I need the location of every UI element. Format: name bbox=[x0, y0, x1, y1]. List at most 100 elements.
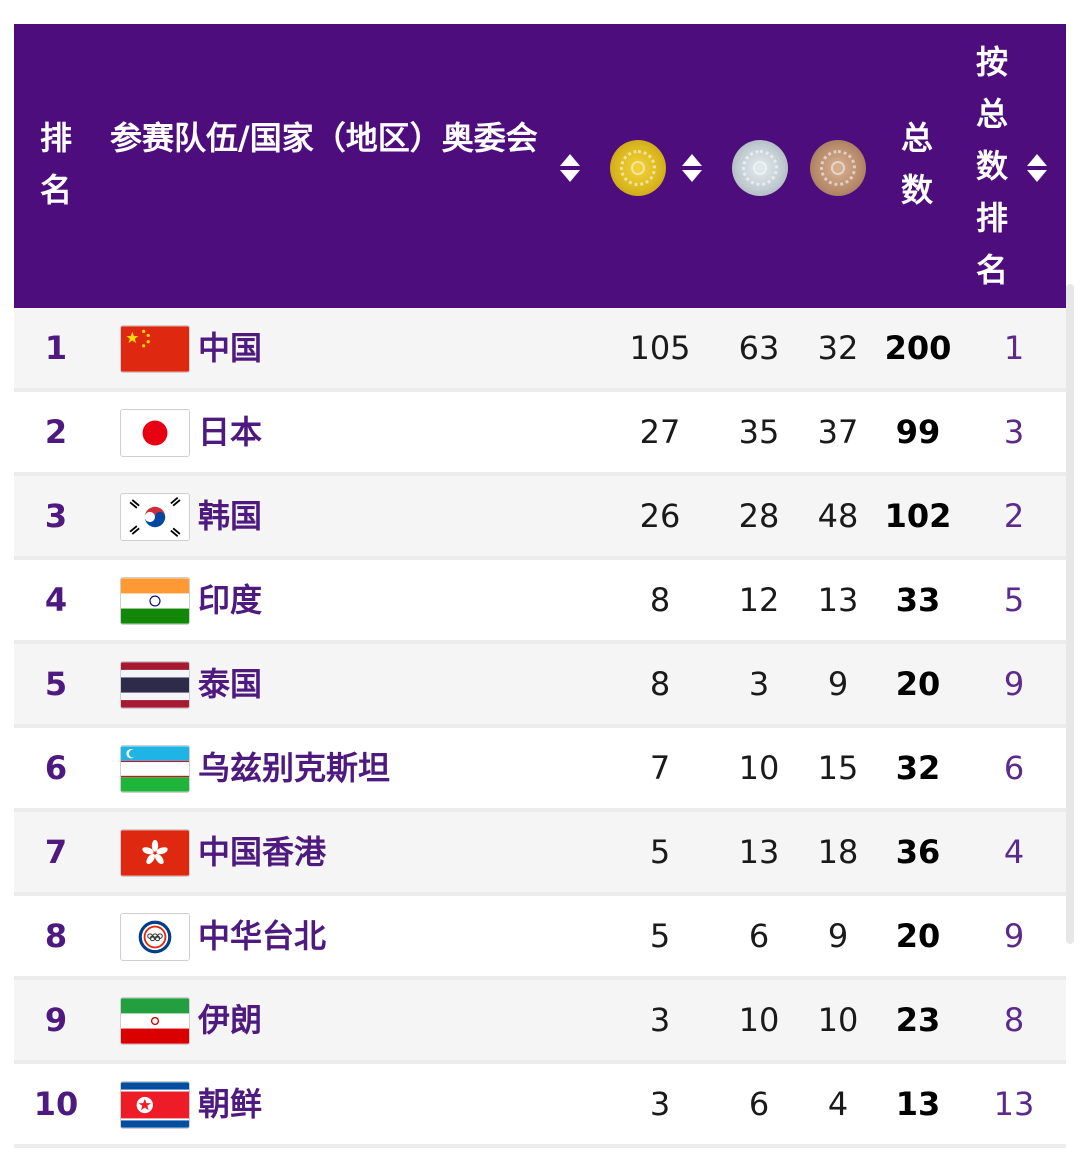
silver-count: 6 bbox=[748, 917, 770, 955]
bronze-count: 9 bbox=[827, 917, 849, 955]
gold-count: 5 bbox=[649, 917, 671, 955]
gold-count: 3 bbox=[649, 1085, 671, 1123]
scrollbar[interactable] bbox=[1066, 284, 1074, 944]
bronze-count: 15 bbox=[817, 749, 859, 787]
bronze-count: 48 bbox=[817, 497, 859, 535]
iran-flag-icon bbox=[120, 997, 190, 1045]
total-count: 13 bbox=[895, 1085, 941, 1123]
rank-cell: 2 bbox=[44, 413, 68, 451]
total-count: 23 bbox=[895, 1001, 941, 1039]
bronze-count: 18 bbox=[817, 833, 859, 871]
rank-by-total: 8 bbox=[1003, 1001, 1025, 1039]
table-row: 1 中国 105 63 32 200 1 bbox=[14, 308, 1066, 392]
bronze-count: 9 bbox=[827, 665, 849, 703]
rank-by-total: 9 bbox=[1003, 917, 1025, 955]
header-team: 参赛队伍/国家（地区）奥委会 bbox=[110, 119, 538, 157]
bronze-count: 4 bbox=[827, 1085, 849, 1123]
total-count: 32 bbox=[895, 749, 941, 787]
silver-count: 3 bbox=[748, 665, 770, 703]
team-name-link[interactable]: 中华台北 bbox=[198, 917, 327, 955]
silver-count: 6 bbox=[748, 1085, 770, 1123]
table-row: 3 韩国 26 28 48 102 2 bbox=[14, 476, 1066, 560]
india-flag-icon bbox=[120, 577, 190, 625]
gold-count: 8 bbox=[649, 581, 671, 619]
team-name-link[interactable]: 印度 bbox=[198, 581, 263, 619]
gold-count: 27 bbox=[639, 413, 681, 451]
team-name-link[interactable]: 日本 bbox=[198, 413, 263, 451]
japan-flag-icon bbox=[120, 409, 190, 457]
rank-cell: 3 bbox=[44, 497, 68, 535]
sort-by-total-icon[interactable] bbox=[1026, 153, 1048, 183]
gold-count: 8 bbox=[649, 665, 671, 703]
total-count: 20 bbox=[895, 665, 941, 703]
total-count: 36 bbox=[895, 833, 941, 871]
total-count: 20 bbox=[895, 917, 941, 955]
bronze-count: 10 bbox=[817, 1001, 859, 1039]
table-row: 9 伊朗 3 10 10 23 8 bbox=[14, 980, 1066, 1064]
silver-count: 12 bbox=[738, 581, 780, 619]
uzbekistan-flag-icon bbox=[120, 745, 190, 793]
team-name-link[interactable]: 朝鲜 bbox=[198, 1085, 263, 1123]
sort-team-icon[interactable] bbox=[559, 153, 581, 183]
silver-count: 35 bbox=[738, 413, 780, 451]
bronze-count: 32 bbox=[817, 329, 859, 367]
table-row: 2 日本 27 35 37 99 3 bbox=[14, 392, 1066, 476]
rank-by-total: 3 bbox=[1003, 413, 1025, 451]
rank-cell: 10 bbox=[33, 1085, 79, 1123]
rank-by-total: 1 bbox=[1003, 329, 1025, 367]
medal-table: 排名 参赛队伍/国家（地区）奥委会 总数 按总数排名 1 中国 105 63 32 200… bbox=[14, 24, 1066, 1148]
gold-medal-icon bbox=[610, 140, 666, 196]
table-row: 4 印度 8 12 13 33 5 bbox=[14, 560, 1066, 644]
total-count: 102 bbox=[884, 497, 952, 535]
korea-flag-icon bbox=[120, 493, 190, 541]
total-count: 33 bbox=[895, 581, 941, 619]
team-name-link[interactable]: 乌兹别克斯坦 bbox=[198, 749, 391, 787]
header-by-total-rank: 按总数排名 bbox=[975, 43, 1008, 289]
rank-cell: 4 bbox=[44, 581, 68, 619]
bronze-count: 13 bbox=[817, 581, 859, 619]
silver-medal-icon bbox=[732, 140, 788, 196]
team-name-link[interactable]: 泰国 bbox=[198, 665, 263, 703]
table-row: 6 乌兹别克斯坦 7 10 15 32 6 bbox=[14, 728, 1066, 812]
rank-cell: 5 bbox=[44, 665, 68, 703]
hong-kong-flag-icon bbox=[120, 829, 190, 877]
bronze-medal-icon bbox=[810, 140, 866, 196]
rank-by-total: 2 bbox=[1003, 497, 1025, 535]
rank-cell: 8 bbox=[44, 917, 68, 955]
gold-count: 7 bbox=[649, 749, 671, 787]
rank-by-total: 4 bbox=[1003, 833, 1025, 871]
header-rank: 排名 bbox=[40, 119, 73, 209]
bronze-count: 37 bbox=[817, 413, 859, 451]
gold-count: 5 bbox=[649, 833, 671, 871]
rank-cell: 1 bbox=[44, 329, 68, 367]
rank-by-total: 6 bbox=[1003, 749, 1025, 787]
rank-by-total: 5 bbox=[1003, 581, 1025, 619]
header-total: 总数 bbox=[900, 119, 933, 209]
sort-gold-icon[interactable] bbox=[681, 153, 703, 183]
table-row: 8 中华台北 5 6 9 20 9 bbox=[14, 896, 1066, 980]
silver-count: 63 bbox=[738, 329, 780, 367]
team-name-link[interactable]: 中国 bbox=[198, 329, 263, 367]
thailand-flag-icon bbox=[120, 661, 190, 709]
team-name-link[interactable]: 韩国 bbox=[198, 497, 263, 535]
total-count: 99 bbox=[895, 413, 941, 451]
rank-cell: 6 bbox=[44, 749, 68, 787]
team-name-link[interactable]: 中国香港 bbox=[198, 833, 327, 871]
table-row: 7 中国香港 5 13 18 36 4 bbox=[14, 812, 1066, 896]
table-body: 1 中国 105 63 32 200 1 2 日本 27 35 37 99 3 3 韩国 26 28 48 102 2 4… bbox=[14, 308, 1066, 1148]
table-header: 排名 参赛队伍/国家（地区）奥委会 总数 按总数排名 bbox=[14, 24, 1066, 308]
rank-cell: 7 bbox=[44, 833, 68, 871]
silver-count: 10 bbox=[738, 749, 780, 787]
north-korea-flag-icon bbox=[120, 1081, 190, 1129]
team-name-link[interactable]: 伊朗 bbox=[198, 1001, 263, 1039]
silver-count: 28 bbox=[738, 497, 780, 535]
chinese-taipei-flag-icon bbox=[120, 913, 190, 961]
rank-by-total: 13 bbox=[993, 1085, 1035, 1123]
rank-cell: 9 bbox=[44, 1001, 68, 1039]
table-row: 5 泰国 8 3 9 20 9 bbox=[14, 644, 1066, 728]
gold-count: 26 bbox=[639, 497, 681, 535]
silver-count: 13 bbox=[738, 833, 780, 871]
total-count: 200 bbox=[884, 329, 952, 367]
china-flag-icon bbox=[120, 325, 190, 373]
rank-by-total: 9 bbox=[1003, 665, 1025, 703]
